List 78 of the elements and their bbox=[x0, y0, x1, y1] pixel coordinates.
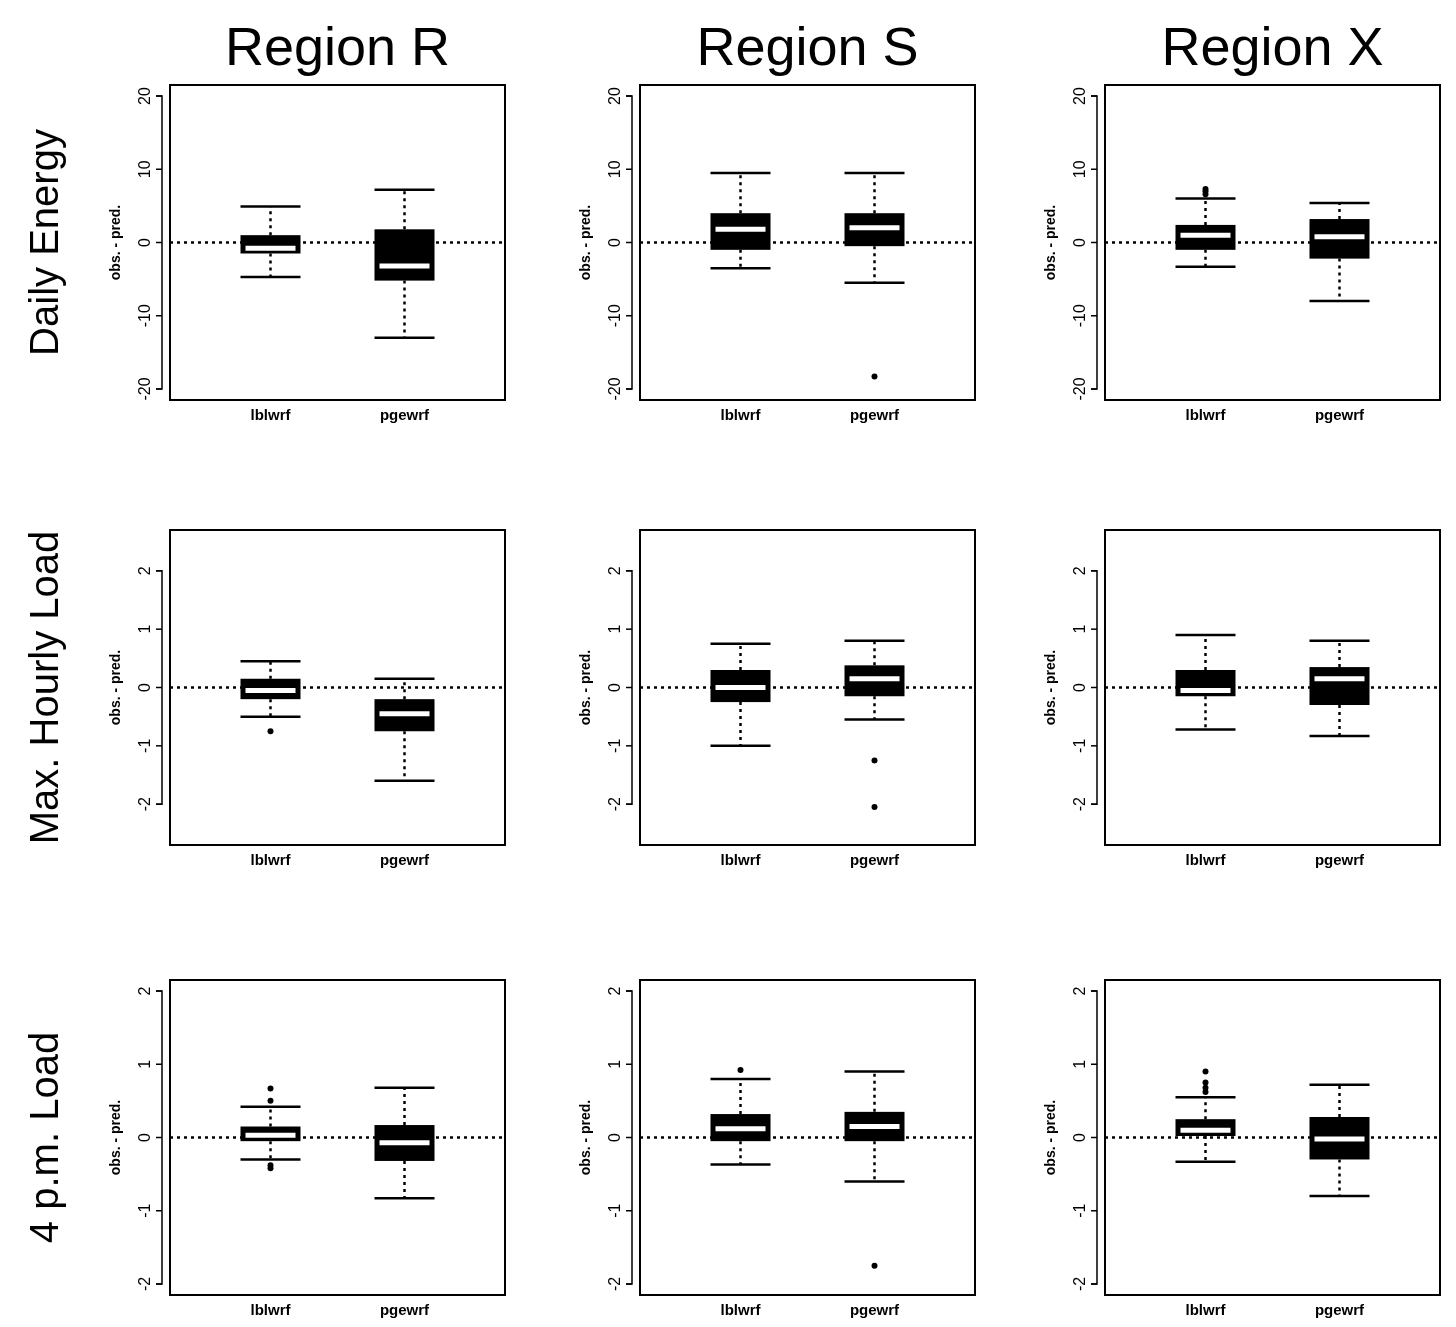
x-tick-label: pgewrf bbox=[379, 406, 431, 423]
text: 4 p.m. Load bbox=[22, 1031, 66, 1244]
y-tick-label: 0 bbox=[1070, 1132, 1088, 1142]
x-tick-label: lblwrf bbox=[1185, 851, 1227, 868]
y-tick-label: 0 bbox=[1070, 682, 1088, 692]
y-tick-label: 10 bbox=[605, 160, 623, 179]
y-tick-label: 0 bbox=[605, 682, 623, 692]
y-tick-label: -1 bbox=[1070, 738, 1088, 753]
x-tick-label: pgewrf bbox=[1314, 851, 1366, 868]
y-tick-label: 2 bbox=[135, 986, 153, 996]
y-tick-label: 2 bbox=[1070, 986, 1088, 996]
x-tick-label: lblwrf bbox=[720, 1301, 762, 1318]
x-tick-label: lblwrf bbox=[720, 851, 762, 868]
y-axis-title: obs. - pred. bbox=[1042, 204, 1058, 281]
y-tick-label: -1 bbox=[1070, 1203, 1088, 1218]
y-tick-label: 20 bbox=[1070, 86, 1088, 105]
x-tick-label: lblwrf bbox=[250, 406, 292, 423]
y-tick-label: 1 bbox=[135, 1059, 153, 1069]
y-tick-label: 1 bbox=[605, 1059, 623, 1069]
text: Daily Energy bbox=[22, 129, 66, 356]
y-tick-label: -2 bbox=[135, 796, 153, 812]
y-tick-label: 10 bbox=[135, 160, 153, 179]
y-tick-label: 0 bbox=[135, 682, 153, 692]
y-tick-label: 0 bbox=[135, 237, 153, 247]
x-tick-label: lblwrf bbox=[720, 406, 762, 423]
x-tick-label: pgewrf bbox=[1314, 406, 1366, 423]
y-tick-label: -20 bbox=[135, 377, 153, 401]
y-tick-label: 1 bbox=[1070, 624, 1088, 634]
y-tick-label: 1 bbox=[1070, 1059, 1088, 1069]
y-tick-label: -20 bbox=[1070, 377, 1088, 401]
y-axis-title: obs. - pred. bbox=[577, 1099, 593, 1176]
x-tick-label: pgewrf bbox=[849, 406, 901, 423]
y-tick-label: -1 bbox=[135, 1203, 153, 1218]
y-tick-label: -2 bbox=[605, 796, 623, 812]
x-tick-label: pgewrf bbox=[379, 1301, 431, 1318]
y-tick-label: -2 bbox=[1070, 1276, 1088, 1292]
y-tick-label: -2 bbox=[605, 1276, 623, 1292]
y-axis-title: obs. - pred. bbox=[107, 1099, 123, 1176]
chart-title: Region S bbox=[696, 16, 919, 76]
x-tick-label: pgewrf bbox=[379, 851, 431, 868]
y-tick-label: 2 bbox=[135, 566, 153, 576]
x-tick-label: lblwrf bbox=[250, 1301, 292, 1318]
y-axis-title: obs. - pred. bbox=[1042, 649, 1058, 726]
y-tick-label: -1 bbox=[135, 738, 153, 753]
y-tick-label: 20 bbox=[135, 86, 153, 105]
y-axis-title: obs. - pred. bbox=[107, 649, 123, 726]
chart-title: Region X bbox=[1161, 16, 1384, 76]
y-tick-label: 0 bbox=[605, 237, 623, 247]
text: Max. Hourly Load bbox=[22, 530, 66, 845]
y-tick-label: -10 bbox=[605, 304, 623, 328]
y-tick-label: 2 bbox=[605, 566, 623, 576]
y-tick-label: -2 bbox=[135, 1276, 153, 1292]
x-tick-label: pgewrf bbox=[849, 1301, 901, 1318]
y-tick-label: 20 bbox=[605, 86, 623, 105]
y-axis-title: obs. - pred. bbox=[1042, 1099, 1058, 1176]
y-tick-label: -1 bbox=[605, 1203, 623, 1218]
y-axis-title: obs. - pred. bbox=[577, 649, 593, 726]
y-tick-label: 0 bbox=[1070, 237, 1088, 247]
y-tick-label: 1 bbox=[135, 624, 153, 634]
y-tick-label: 10 bbox=[1070, 160, 1088, 179]
x-tick-label: pgewrf bbox=[1314, 1301, 1366, 1318]
x-tick-label: lblwrf bbox=[250, 851, 292, 868]
y-tick-label: 2 bbox=[1070, 566, 1088, 576]
y-tick-label: -20 bbox=[605, 377, 623, 401]
y-tick-label: -10 bbox=[1070, 304, 1088, 328]
x-tick-label: lblwrf bbox=[1185, 1301, 1227, 1318]
x-tick-label: lblwrf bbox=[1185, 406, 1227, 423]
y-tick-label: 0 bbox=[135, 1132, 153, 1142]
y-axis-title: obs. - pred. bbox=[107, 204, 123, 281]
y-tick-label: -10 bbox=[135, 304, 153, 328]
y-tick-label: 1 bbox=[605, 624, 623, 634]
y-tick-label: 2 bbox=[605, 986, 623, 996]
y-tick-label: 0 bbox=[605, 1132, 623, 1142]
y-tick-label: -2 bbox=[1070, 796, 1088, 812]
chart-title: Region R bbox=[224, 16, 451, 76]
y-axis-title: obs. - pred. bbox=[577, 204, 593, 281]
x-tick-label: pgewrf bbox=[849, 851, 901, 868]
y-tick-label: -1 bbox=[605, 738, 623, 753]
